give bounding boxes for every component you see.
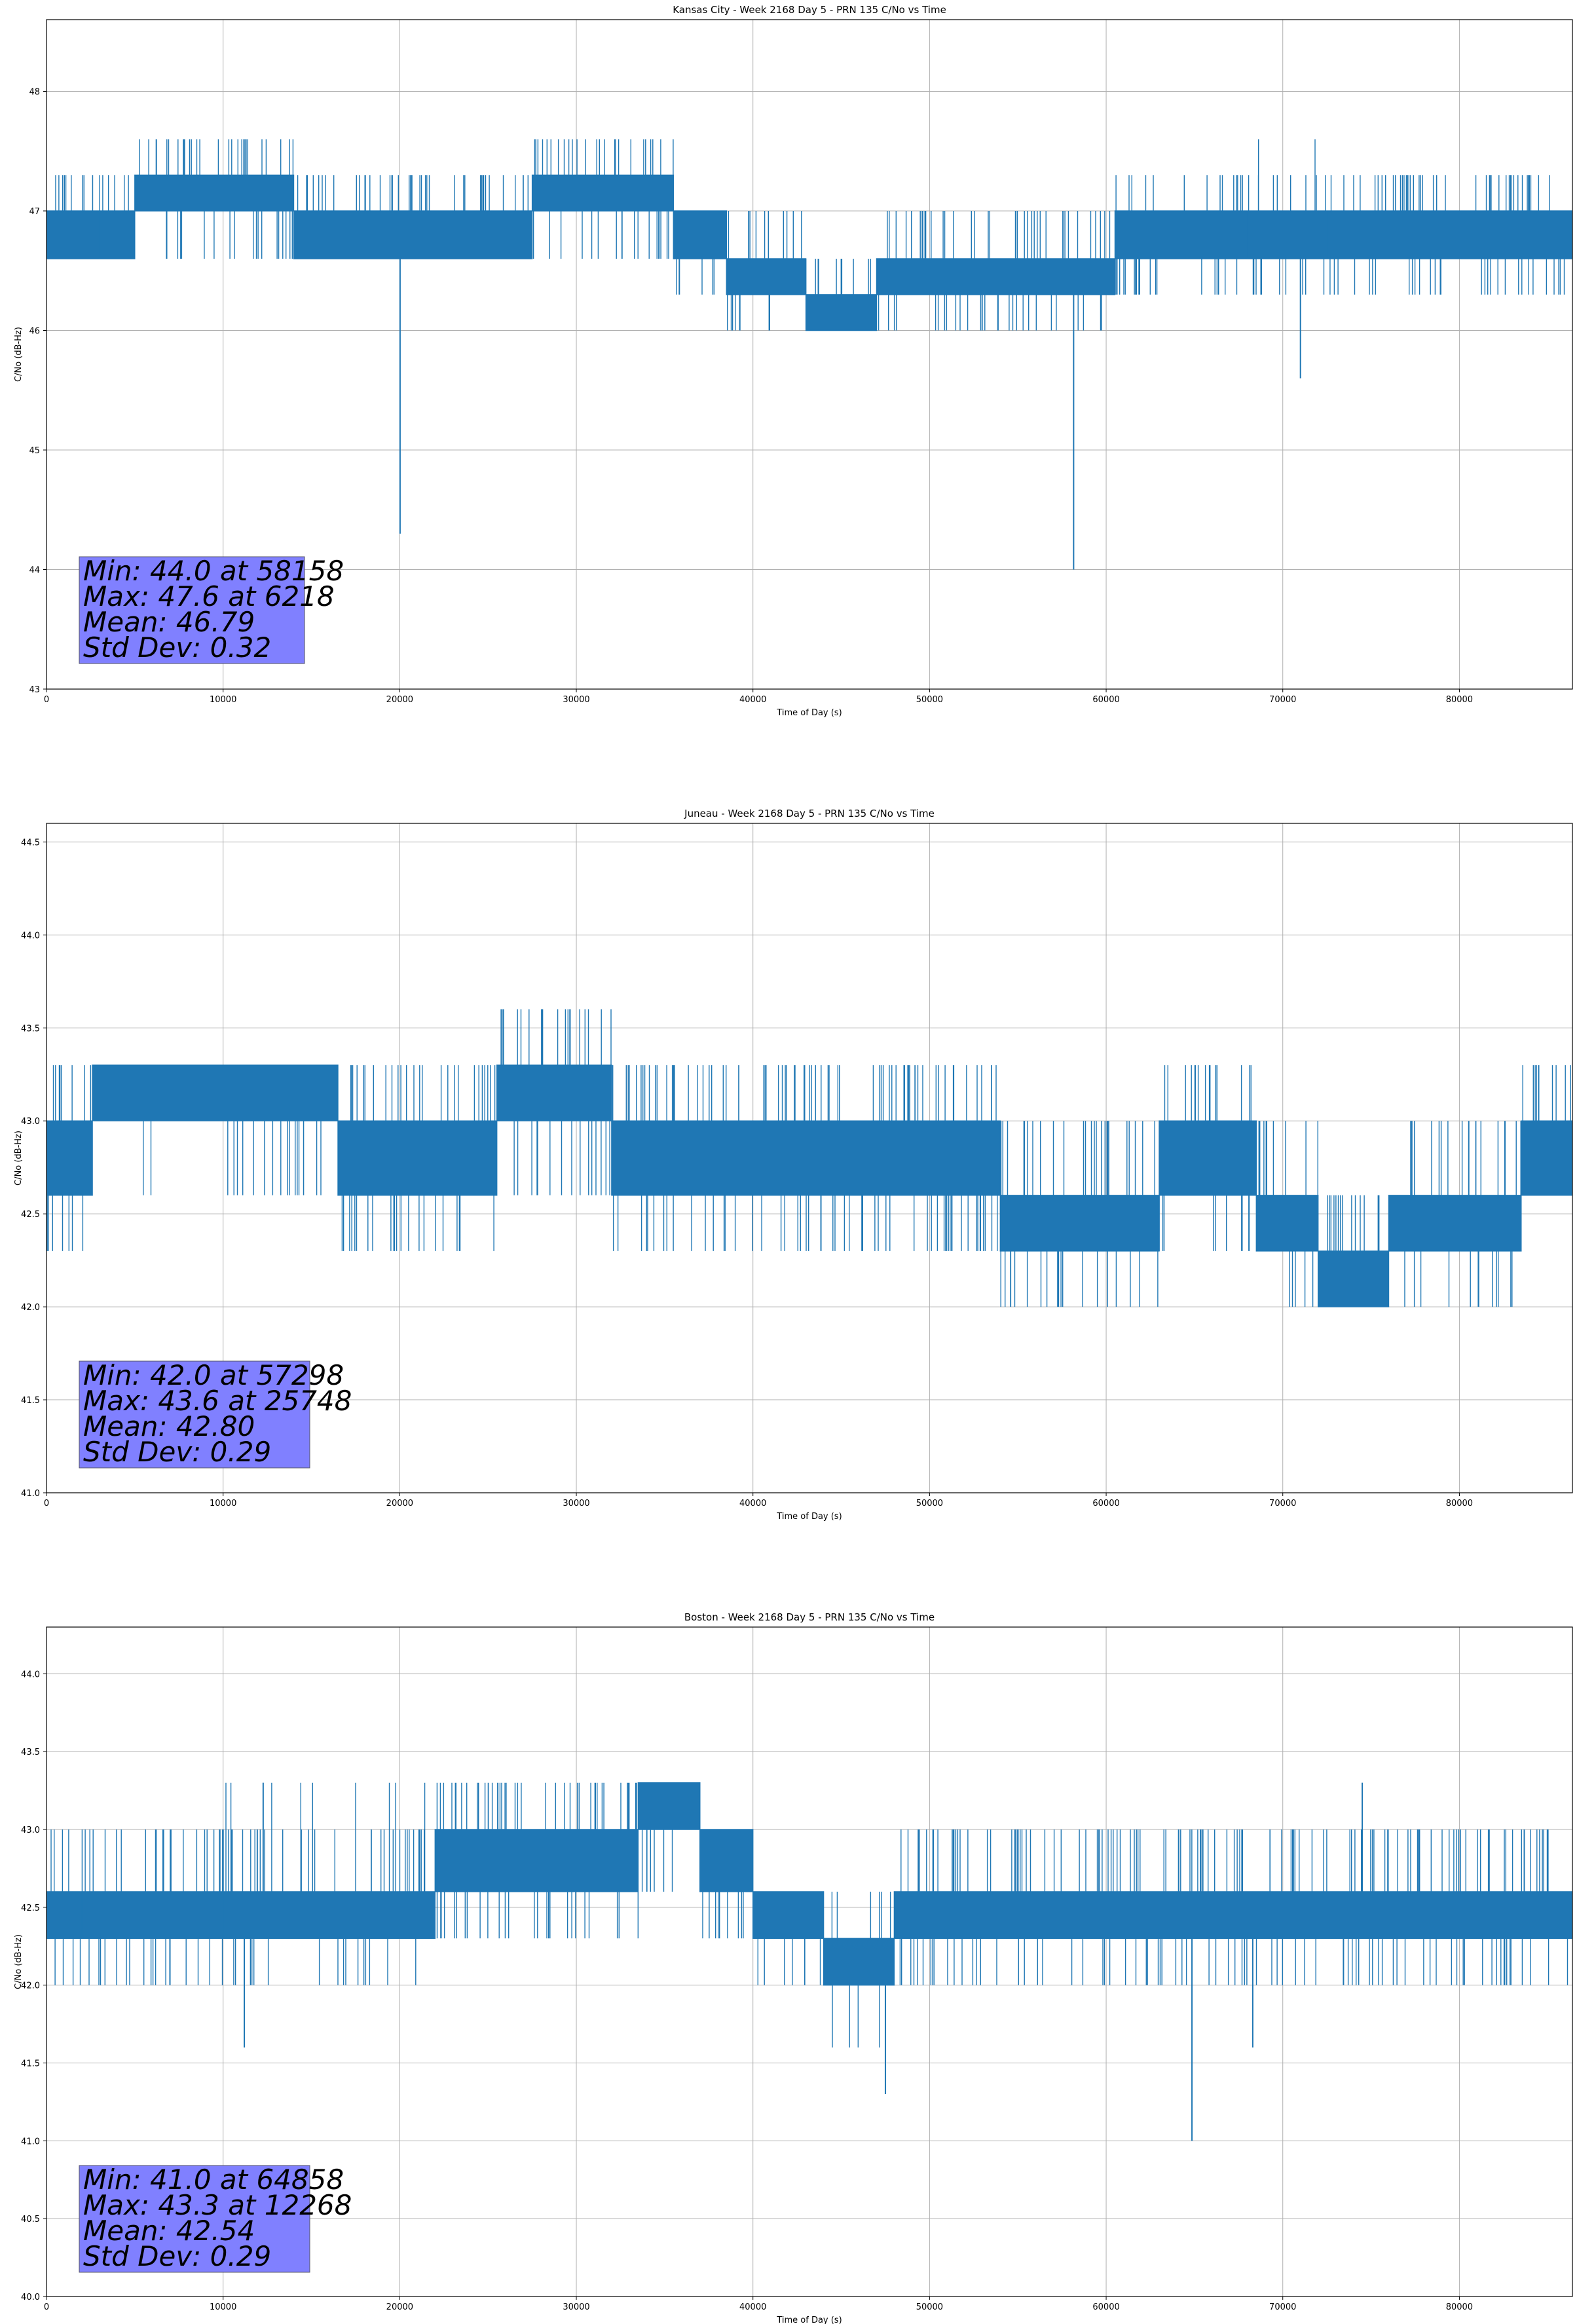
y-axis-label: C/No (dB-Hz)	[14, 1934, 24, 1989]
cno-series-line	[46, 139, 1572, 331]
spikes	[155, 139, 1301, 570]
spikes	[244, 1782, 1364, 2141]
x-tick-label: 40000	[739, 1499, 766, 1509]
chart-juneau: Juneau - Week 2168 Day 5 - PRN 135 C/No …	[14, 808, 1573, 1522]
x-tick-label: 20000	[386, 1499, 413, 1509]
spikes	[500, 1009, 1060, 1307]
stats-box-background	[79, 2165, 310, 2273]
y-tick-label: 43	[29, 685, 40, 695]
y-tick-label: 43.0	[21, 1826, 40, 1835]
y-axis-label: C/No (dB-Hz)	[14, 327, 24, 382]
cno-series-line	[46, 1009, 1572, 1307]
stats-mean: Mean: 42.80	[83, 1410, 255, 1442]
x-tick-label: 20000	[386, 2302, 413, 2312]
y-tick-label: 47	[29, 207, 40, 217]
x-tick-label: 50000	[916, 695, 943, 705]
y-tick-label: 43.5	[21, 1748, 40, 1757]
axes-frame	[46, 1626, 1573, 2297]
stats-std-dev: Std Dev: 0.32	[83, 631, 271, 664]
stats-max: Max: 43.3 at 12268	[83, 2189, 352, 2221]
chart-boston: Boston - Week 2168 Day 5 - PRN 135 C/No …	[14, 1611, 1573, 2324]
stats-min: Min: 44.0 at 58158	[83, 555, 344, 587]
chart-title: Kansas City - Week 2168 Day 5 - PRN 135 …	[673, 4, 946, 16]
x-tick-label: 30000	[563, 2302, 589, 2312]
x-axis-label: Time of Day (s)	[776, 2315, 842, 2324]
y-tick-label: 41.0	[21, 1489, 40, 1499]
y-tick-label: 48	[29, 88, 40, 98]
x-tick-label: 10000	[210, 2302, 236, 2312]
y-tick-label: 41.5	[21, 2059, 40, 2069]
stats-std-dev: Std Dev: 0.29	[83, 2240, 271, 2272]
x-tick-label: 10000	[210, 1499, 236, 1509]
y-tick-label: 46	[29, 327, 40, 337]
x-tick-label: 70000	[1269, 695, 1296, 705]
y-tick-label: 40.5	[21, 2215, 40, 2224]
stats-std-dev: Std Dev: 0.29	[83, 1436, 271, 1468]
x-tick-label: 70000	[1269, 2302, 1296, 2312]
stats-max: Max: 43.6 at 25748	[83, 1385, 352, 1417]
chart-title: Boston - Week 2168 Day 5 - PRN 135 C/No …	[684, 1611, 935, 1623]
cno-series-line	[46, 1782, 1572, 2048]
y-tick-label: 44	[29, 566, 40, 576]
x-tick-label: 0	[44, 1499, 49, 1509]
y-tick-label: 44.5	[21, 838, 40, 848]
x-tick-label: 50000	[916, 1499, 943, 1509]
chart-title: Juneau - Week 2168 Day 5 - PRN 135 C/No …	[684, 808, 935, 819]
stats-box-background	[79, 1360, 310, 1469]
x-tick-label: 40000	[739, 695, 766, 705]
x-tick-label: 20000	[386, 695, 413, 705]
x-tick-label: 10000	[210, 695, 236, 705]
stats-mean: Mean: 46.79	[83, 606, 255, 638]
x-tick-label: 30000	[563, 1499, 589, 1509]
x-tick-label: 80000	[1446, 1499, 1473, 1509]
x-axis-label: Time of Day (s)	[776, 708, 842, 718]
y-tick-label: 44.0	[21, 931, 40, 941]
x-tick-label: 0	[44, 2302, 49, 2312]
x-axis-label: Time of Day (s)	[776, 1512, 842, 1522]
y-tick-label: 43.5	[21, 1024, 40, 1034]
y-tick-label: 40.0	[21, 2293, 40, 2302]
axes-frame	[46, 823, 1573, 1493]
chart-kansas-city: Kansas City - Week 2168 Day 5 - PRN 135 …	[14, 4, 1573, 718]
y-tick-label: 42.0	[21, 1303, 40, 1313]
x-tick-label: 50000	[916, 2302, 943, 2312]
y-tick-label: 41.5	[21, 1396, 40, 1406]
x-tick-label: 60000	[1092, 1499, 1119, 1509]
y-tick-label: 42.5	[21, 1903, 40, 1913]
x-tick-label: 0	[44, 695, 49, 705]
x-tick-label: 60000	[1092, 2302, 1119, 2312]
x-tick-label: 80000	[1446, 2302, 1473, 2312]
stats-min: Min: 41.0 at 64858	[83, 2164, 344, 2196]
x-tick-label: 80000	[1446, 695, 1473, 705]
stats-max: Max: 47.6 at 6218	[83, 580, 335, 612]
stats-box-background	[79, 556, 305, 664]
y-tick-label: 45	[29, 446, 40, 456]
x-tick-label: 70000	[1269, 1499, 1296, 1509]
y-tick-label: 43.0	[21, 1117, 40, 1127]
y-tick-label: 42.0	[21, 1981, 40, 1991]
stats-mean: Mean: 42.54	[83, 2215, 255, 2247]
y-tick-label: 41.0	[21, 2137, 40, 2146]
axes-frame	[46, 19, 1573, 690]
y-tick-label: 42.5	[21, 1210, 40, 1220]
y-tick-label: 44.0	[21, 1670, 40, 1679]
x-tick-label: 60000	[1092, 695, 1119, 705]
x-tick-label: 30000	[563, 695, 589, 705]
stats-min: Min: 42.0 at 57298	[83, 1359, 344, 1391]
y-axis-label: C/No (dB-Hz)	[14, 1131, 24, 1186]
x-tick-label: 40000	[739, 2302, 766, 2312]
